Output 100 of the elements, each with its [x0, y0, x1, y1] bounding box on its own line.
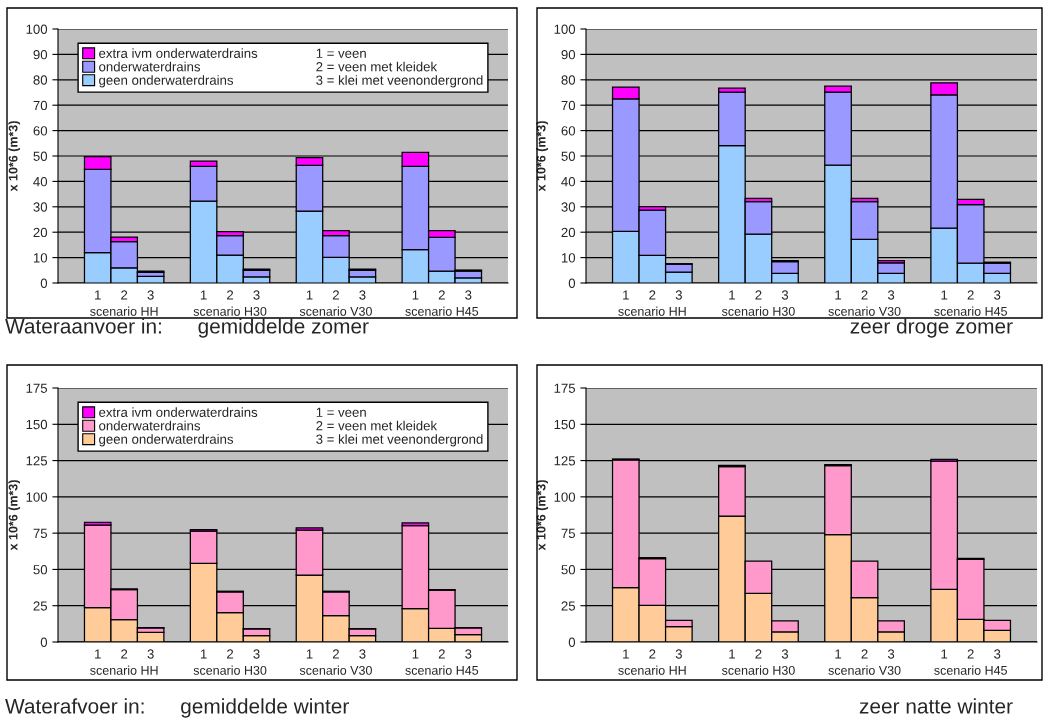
text: scenario H45	[405, 306, 479, 316]
x-tick-label: 2	[227, 290, 234, 300]
x-tick-label: 1	[95, 649, 101, 659]
text: scenario V30	[828, 306, 901, 316]
y-tick-label: 30	[33, 202, 48, 212]
y-tick-label: 80	[33, 75, 48, 85]
y-tick-label: 30	[561, 202, 576, 212]
y-tick-label: 50	[561, 565, 576, 575]
y-tick-label: 100	[554, 24, 576, 34]
x-axis-title: Wateraanvoer in: gemiddelde zomer	[5, 318, 369, 338]
y-tick-label: 50	[33, 151, 48, 161]
y-axis-title: x 10*6 (m*3)	[8, 480, 21, 551]
x-tick-label: 2	[227, 649, 234, 659]
x-tick-label: 3	[359, 649, 366, 659]
y-tick-label: 150	[554, 419, 576, 430]
y-tick-label: 60	[561, 126, 576, 136]
y-tick-label: 0	[568, 278, 576, 288]
legend-title: 1 = veen 2 = veen met kleidek 3 = klei met veenondergrond	[316, 407, 483, 447]
y-tick-label: 40	[561, 176, 576, 187]
y-tick-label: 100	[554, 492, 576, 502]
x-axis-title: zeer natte winter	[859, 698, 1013, 714]
text: scenario H45	[405, 665, 479, 675]
legend-label: onderwaterdrains	[99, 61, 201, 72]
y-tick-label: 175	[554, 383, 576, 393]
legend-label: onderwaterdrains	[99, 420, 201, 431]
x-tick-label: 1	[835, 649, 842, 659]
text: scenario V30	[299, 306, 372, 316]
x-tick-label: 2	[438, 290, 445, 300]
x-tick-label: 3	[887, 649, 895, 659]
x-tick-label: 2	[121, 649, 128, 659]
x-tick-label: 2	[649, 649, 656, 659]
y-tick-label: 150	[26, 419, 48, 430]
text: scenario V30	[828, 665, 901, 675]
text: scenario H45	[934, 665, 1007, 675]
y-tick-label: 175	[26, 383, 48, 393]
x-tick-label: 2	[332, 290, 339, 300]
x-tick-label: 2	[967, 649, 974, 659]
legend-label: geen onderwaterdrains	[99, 434, 234, 447]
y-tick-label: 50	[33, 565, 48, 575]
y-tick-label: 25	[561, 601, 576, 611]
x-tick-label: 1	[941, 649, 948, 659]
x-tick-label: 3	[465, 290, 472, 300]
x-tick-label: 3	[781, 290, 789, 300]
legend-label: geen onderwaterdrains	[99, 75, 234, 88]
y-tick-label: 125	[26, 456, 48, 466]
y-tick-label: 100	[26, 492, 48, 502]
x-tick-label: 1	[623, 290, 629, 300]
x-tick-label: 1	[729, 649, 735, 659]
x-tick-label: 3	[994, 290, 1001, 300]
text: scenario H45	[934, 306, 1007, 316]
x-tick-label: 3	[781, 649, 789, 659]
y-tick-label: 75	[33, 528, 48, 539]
x-tick-label: 3	[994, 649, 1001, 659]
y-tick-label: 90	[561, 49, 576, 60]
legend-label: extra ivm onderwaterdrains	[99, 407, 258, 417]
x-tick-label: 3	[675, 290, 682, 300]
y-tick-label: 25	[33, 601, 48, 611]
y-tick-label: 50	[561, 151, 576, 161]
x-tick-label: 3	[675, 649, 682, 659]
x-tick-label: 2	[649, 290, 656, 300]
y-axis-title: x 10*6 (m*3)	[536, 121, 549, 192]
x-tick-label: 3	[359, 290, 366, 300]
y-tick-label: 70	[33, 100, 48, 111]
x-tick-label: 3	[465, 649, 472, 659]
y-axis-title: x 10*6 (m*3)	[8, 121, 21, 192]
x-tick-label: 3	[147, 649, 154, 659]
x-tick-label: 1	[835, 290, 842, 300]
text: scenario H30	[721, 306, 795, 316]
x-tick-label: 1	[200, 290, 207, 300]
y-tick-label: 0	[40, 637, 48, 647]
x-tick-label: 3	[887, 290, 895, 300]
x-tick-label: 2	[332, 649, 339, 659]
y-tick-label: 10	[33, 253, 48, 263]
y-tick-label: 0	[568, 637, 576, 647]
y-axis-title: x 10*6 (m*3)	[536, 480, 549, 551]
legend-label: extra ivm onderwaterdrains	[99, 48, 258, 58]
y-tick-label: 125	[554, 456, 576, 466]
text: scenario HH	[618, 306, 686, 316]
text: scenario H30	[721, 665, 795, 675]
x-axis-title: Waterafvoer in: gemiddelde winter	[5, 698, 349, 718]
x-tick-label: 1	[95, 290, 101, 300]
x-tick-label: 3	[147, 290, 154, 300]
x-tick-label: 1	[412, 649, 419, 659]
x-tick-label: 2	[967, 290, 974, 300]
text: scenario HH	[90, 665, 158, 675]
x-tick-label: 1	[200, 649, 207, 659]
text: scenario H30	[193, 665, 267, 675]
y-tick-label: 100	[26, 24, 48, 34]
x-tick-label: 2	[755, 649, 762, 659]
y-tick-label: 90	[33, 49, 48, 60]
x-tick-label: 3	[253, 649, 260, 659]
y-tick-label: 80	[561, 75, 576, 85]
text: scenario H30	[193, 306, 267, 316]
x-tick-label: 1	[306, 649, 313, 659]
y-tick-label: 10	[561, 253, 576, 263]
x-axis-title: zeer droge zomer	[850, 318, 1013, 338]
y-tick-label: 40	[33, 176, 48, 187]
y-tick-label: 75	[561, 528, 576, 539]
y-tick-label: 0	[40, 278, 48, 288]
text: scenario HH	[90, 306, 158, 316]
